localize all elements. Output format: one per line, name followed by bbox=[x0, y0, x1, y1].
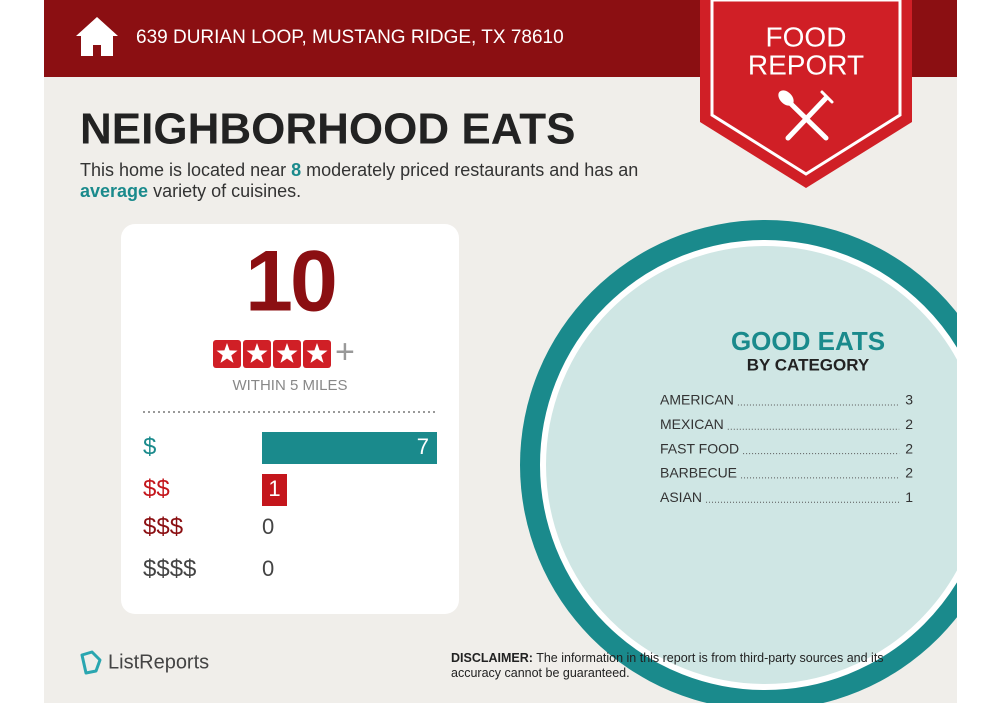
cuisine-count: 1 bbox=[905, 489, 913, 505]
price-bar bbox=[262, 474, 287, 506]
disclaimer-text: The information in this report is from t… bbox=[451, 651, 884, 680]
price-label: $$ bbox=[143, 475, 170, 502]
cuisine-count: 2 bbox=[905, 440, 913, 456]
cuisine-name: MEXICAN bbox=[660, 416, 724, 432]
cuisine-count: 2 bbox=[905, 416, 913, 432]
intro: This home is located near 8 moderately p… bbox=[80, 160, 680, 202]
price-value: 1 bbox=[268, 476, 280, 501]
intro-text: variety of cuisines. bbox=[148, 181, 302, 201]
plate-inner bbox=[540, 240, 957, 690]
badge-border bbox=[710, 0, 902, 176]
disclaimer-label: DISCLAIMER: bbox=[451, 651, 533, 665]
score: 10 bbox=[245, 234, 335, 330]
cuisine-count: 2 bbox=[905, 465, 913, 481]
star bbox=[216, 343, 238, 363]
address: 639 DURIAN LOOP, MUSTANG RIDGE, TX 78610 bbox=[136, 27, 564, 48]
variety: average bbox=[80, 181, 149, 201]
cuisine-name: FAST FOOD bbox=[660, 440, 739, 456]
price-label: $ bbox=[143, 433, 156, 460]
disclaimer: DISCLAIMER: The information in this repo… bbox=[451, 651, 931, 681]
cuisine-count: 3 bbox=[905, 392, 913, 408]
utensils-icon bbox=[778, 90, 834, 141]
distance-label: WITHIN 5 MILES bbox=[232, 377, 347, 394]
price-bar bbox=[262, 432, 437, 464]
star bbox=[306, 343, 328, 363]
price-value: 0 bbox=[262, 556, 274, 581]
plate bbox=[520, 220, 957, 703]
intro-text: This home is located near bbox=[80, 160, 292, 180]
intro-text: moderately priced restaurants and has an bbox=[301, 160, 639, 180]
house-icon bbox=[76, 17, 118, 56]
star bbox=[276, 343, 298, 363]
price-value: 0 bbox=[262, 514, 274, 539]
cuisine-name: AMERICAN bbox=[660, 392, 734, 408]
price-label: $$$ bbox=[143, 513, 183, 540]
good-eats-title: GOOD EATS bbox=[731, 326, 885, 356]
score-card bbox=[121, 224, 459, 614]
star-plus: + bbox=[335, 333, 355, 371]
brand: ListReports bbox=[108, 651, 209, 673]
cuisine-name: ASIAN bbox=[660, 489, 702, 505]
cuisine-name: BARBECUE bbox=[660, 465, 737, 481]
price-value: 7 bbox=[417, 434, 429, 459]
star bbox=[246, 343, 268, 363]
logo bbox=[80, 650, 102, 675]
good-eats-subtitle: BY CATEGORY bbox=[747, 355, 870, 374]
badge-line2: REPORT bbox=[748, 49, 864, 80]
price-label: $$$$ bbox=[143, 555, 196, 582]
title: NEIGHBORHOOD EATS bbox=[80, 105, 575, 154]
badge-line1: FOOD bbox=[766, 21, 847, 52]
restaurant-count: 8 bbox=[291, 160, 302, 180]
